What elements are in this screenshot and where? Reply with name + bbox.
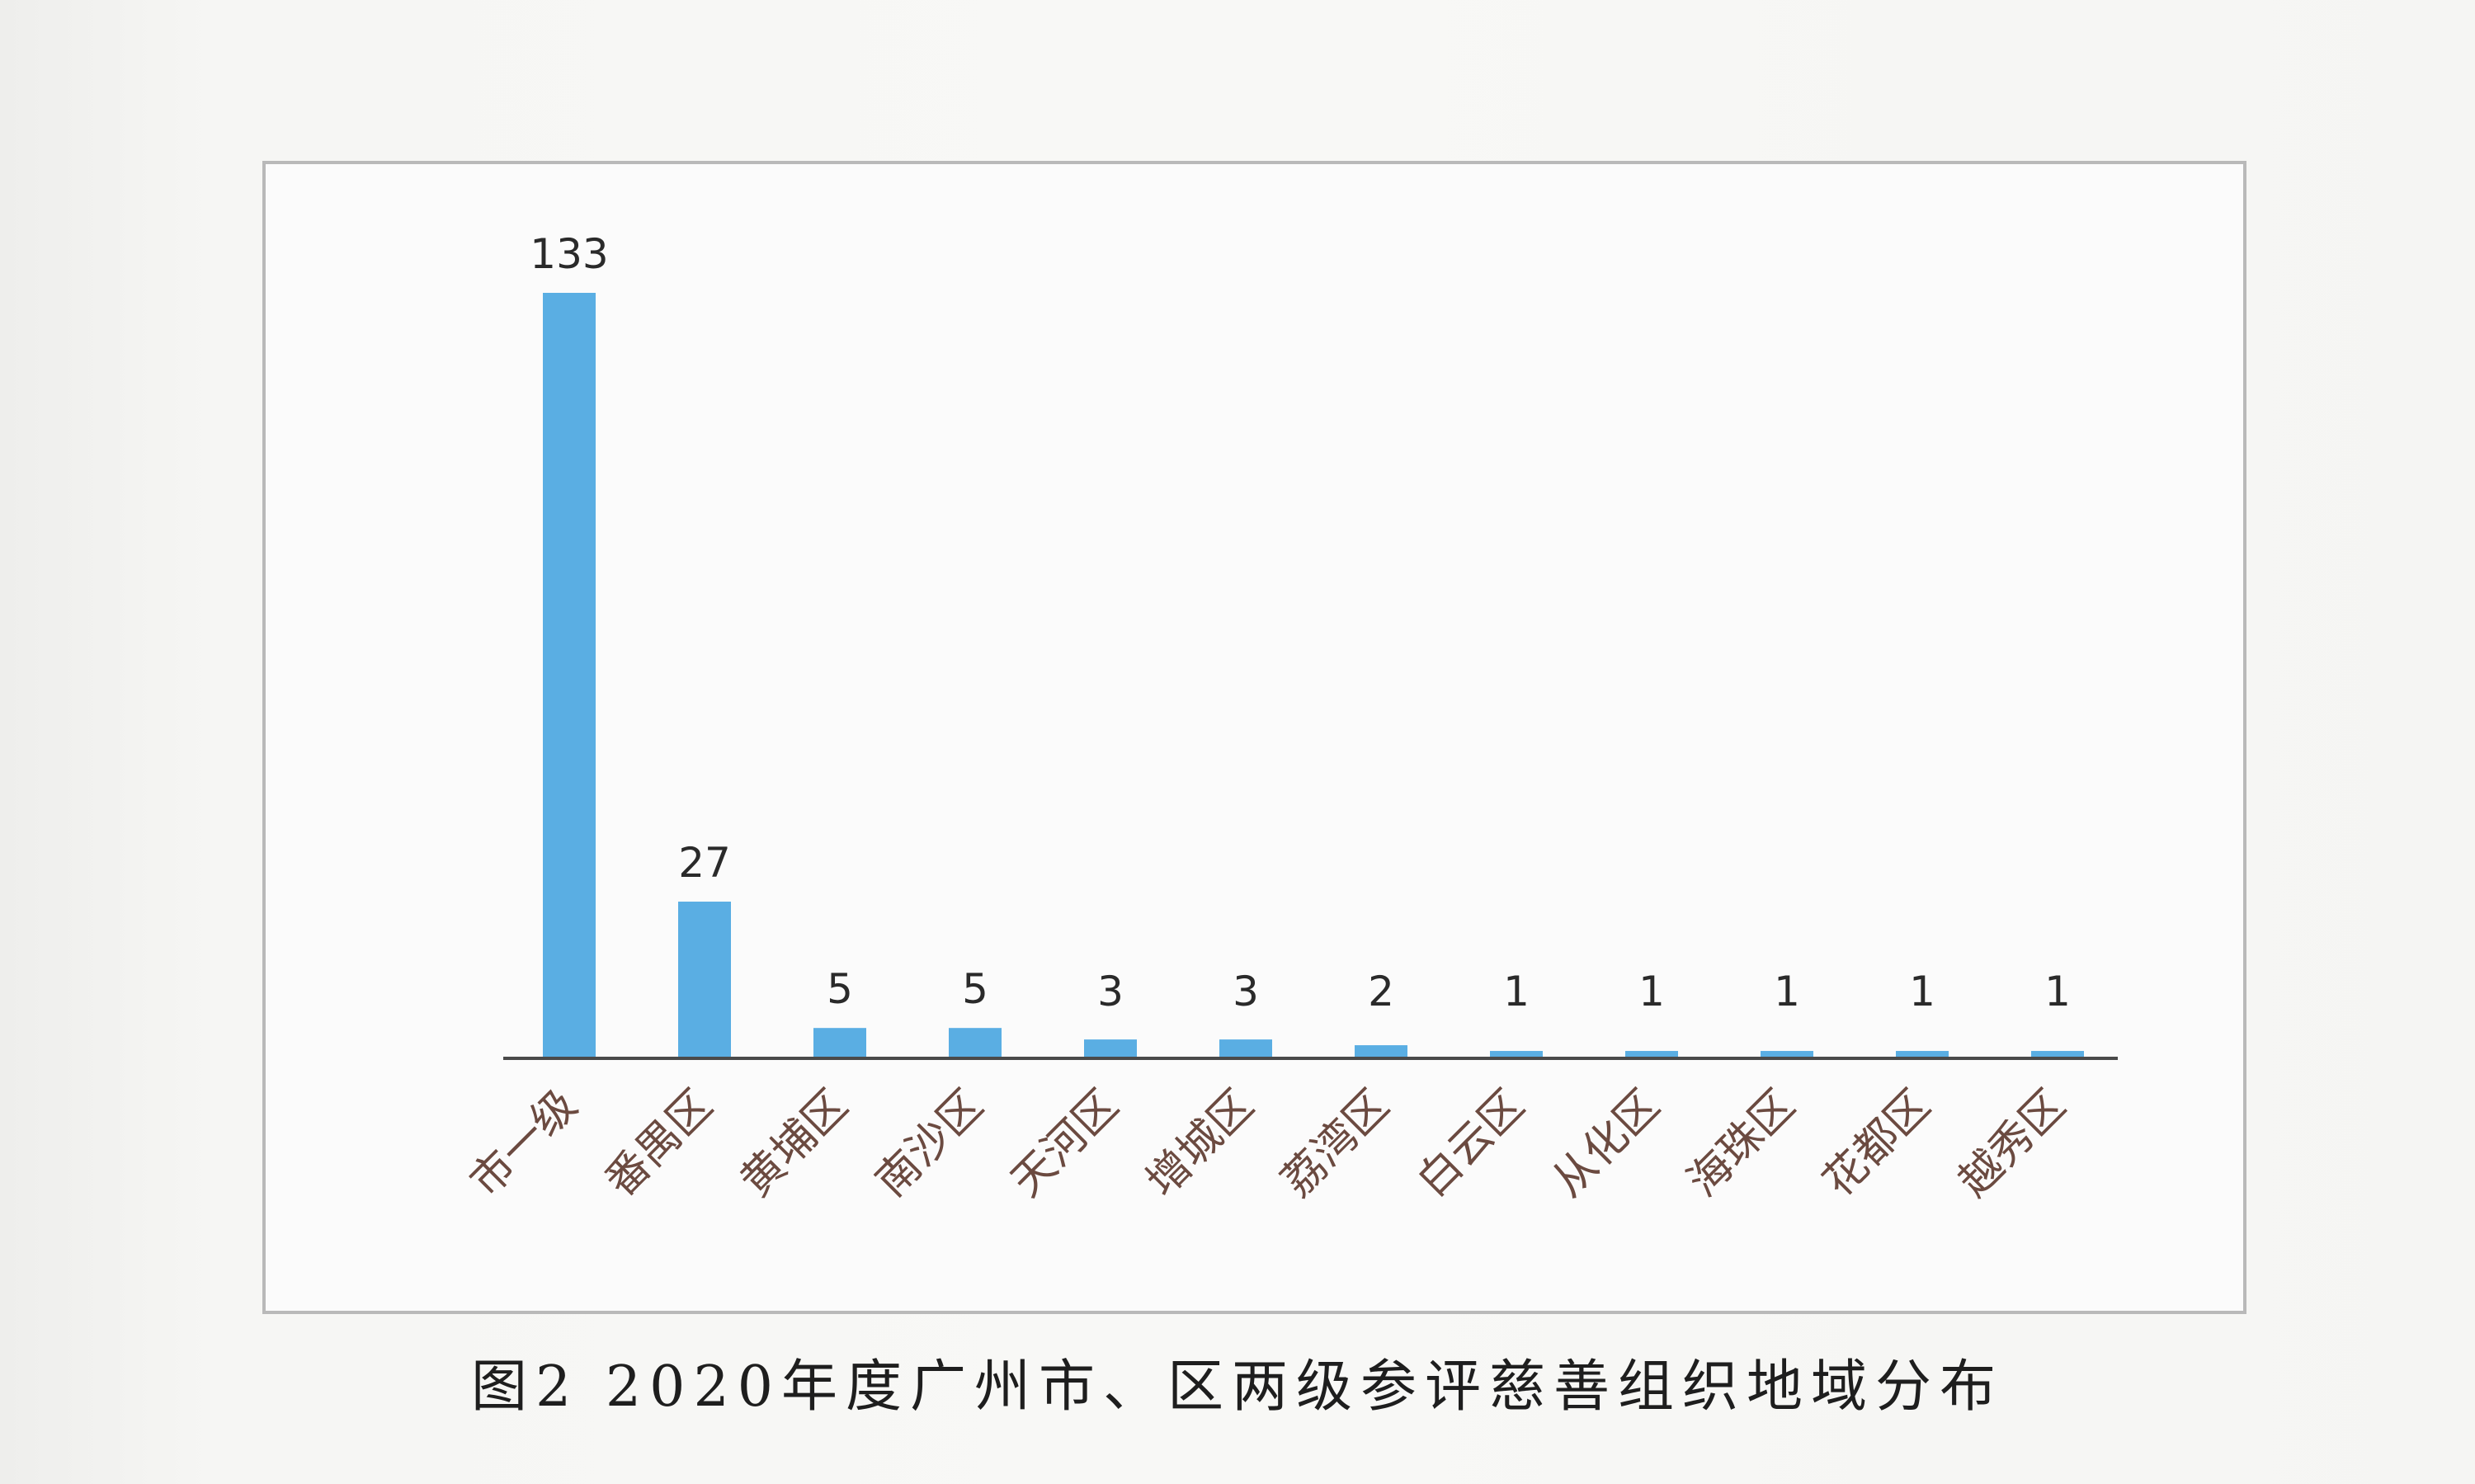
value-label-10: 1: [1909, 968, 1935, 1015]
value-label-9: 1: [1774, 968, 1800, 1015]
category-label-7: 白云区: [1407, 1081, 1534, 1207]
value-label-2: 5: [827, 965, 853, 1013]
value-labels-layer: 133 27 5 5 3 3 2 1 1 1 1 1: [530, 230, 2071, 1015]
bar-8: [1625, 1051, 1678, 1057]
bar-11: [2031, 1051, 2084, 1057]
category-label-10: 花都区: [1813, 1081, 1940, 1207]
bar-5: [1219, 1039, 1272, 1057]
bars-layer: [543, 293, 2084, 1057]
category-label-4: 天河区: [1002, 1081, 1128, 1207]
bar-9: [1761, 1051, 1813, 1057]
value-label-6: 2: [1368, 968, 1394, 1015]
bar-7: [1490, 1051, 1543, 1057]
category-label-9: 海珠区: [1678, 1081, 1804, 1207]
value-label-0: 133: [530, 230, 608, 278]
category-label-5: 增城区: [1137, 1081, 1263, 1207]
category-label-3: 南沙区: [866, 1081, 992, 1207]
category-label-2: 黄埔区: [731, 1081, 857, 1207]
category-label-0: 市一级: [460, 1081, 587, 1207]
figure-caption: 图2 2020年度广州市、区两级参评慈善组织地域分布: [471, 1354, 2004, 1420]
bar-6: [1355, 1045, 1407, 1057]
category-labels-layer: 市一级 番禺区 黄埔区 南沙区 天河区 增城区 荔湾区 白云区 从化区 海珠区 花都区 越秀区: [460, 1081, 2075, 1207]
bar-4: [1084, 1039, 1137, 1057]
bar-0: [543, 293, 596, 1057]
category-label-6: 荔湾区: [1272, 1081, 1398, 1207]
category-label-8: 从化区: [1543, 1081, 1669, 1207]
bar-2: [813, 1028, 866, 1057]
value-label-11: 1: [2044, 968, 2071, 1015]
bar-chart: 133 27 5 5 3 3 2 1 1 1 1 1 市一级 番禺区 黄埔区 南沙区 天河区 增城区 荔湾区 白云区…: [460, 230, 2118, 1207]
value-label-4: 3: [1097, 968, 1124, 1015]
category-label-1: 番禺区: [596, 1081, 722, 1207]
value-label-1: 27: [678, 839, 731, 887]
bar-3: [949, 1028, 1002, 1057]
value-label-7: 1: [1503, 968, 1530, 1015]
chart-frame: 133 27 5 5 3 3 2 1 1 1 1 1 市一级 番禺区 黄埔区 南沙区 天河区 增城区 荔湾区 白云区…: [262, 161, 2246, 1314]
value-label-3: 5: [962, 965, 988, 1013]
category-label-11: 越秀区: [1949, 1081, 2075, 1207]
value-label-5: 3: [1233, 968, 1259, 1015]
bar-1: [678, 902, 731, 1057]
value-label-8: 1: [1638, 968, 1665, 1015]
bar-10: [1896, 1051, 1949, 1057]
